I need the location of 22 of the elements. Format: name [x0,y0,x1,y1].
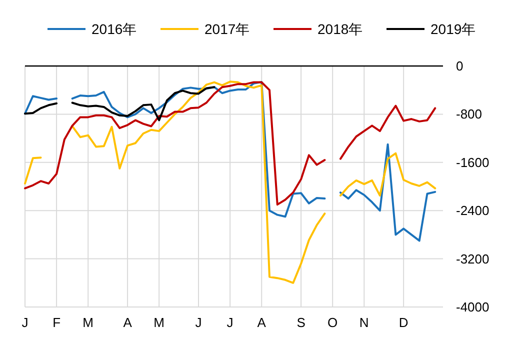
legend-label: 2017年 [204,21,250,37]
y-tick-label: 0 [456,58,464,74]
x-tick-label: O [328,315,338,330]
y-tick-label: -1600 [456,154,490,170]
y-tick-label: -800 [456,106,482,122]
legend-label: 2019年 [430,21,476,37]
x-tick-label: A [123,315,132,330]
x-tick-label: J [22,315,28,330]
legend-label: 2018年 [318,21,363,37]
y-tick-label: -4000 [456,300,490,314]
x-tick-label: S [296,315,306,330]
x-tick-label: N [359,315,369,330]
legend-label: 2016年 [92,21,137,37]
x-tick-label: J [226,315,234,330]
x-tick-label: A [257,315,266,330]
y-tick-label: -3200 [456,251,490,266]
x-tick-label: M [82,315,94,330]
x-tick-label: D [398,315,408,330]
x-tick-label: J [195,315,202,330]
y-tick-label: -2400 [456,203,490,218]
x-tick-label: F [52,315,61,330]
x-tick-label: M [154,315,164,330]
